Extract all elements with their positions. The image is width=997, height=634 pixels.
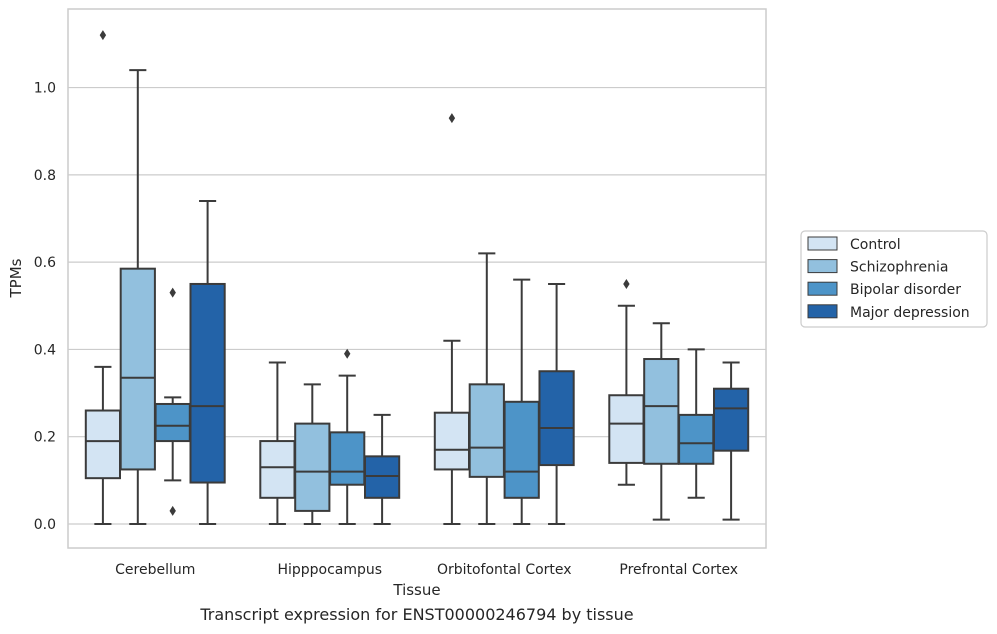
- box-iqr: [643, 358, 680, 465]
- outlier-point: [99, 30, 107, 41]
- legend-swatch: [807, 281, 838, 296]
- chart-caption: Transcript expression for ENST0000024679…: [200, 605, 634, 624]
- x-axis-ticks: Cerebellum Hipppocampus Orbitofontal Corte…: [115, 562, 738, 578]
- box-iqr: [154, 402, 191, 443]
- outlier-point: [448, 113, 456, 124]
- legend-label: Bipolar disorder: [850, 282, 961, 298]
- box-iqr: [712, 387, 750, 452]
- box-3-3: [712, 361, 750, 521]
- legend-swatch: [807, 259, 838, 274]
- x-tick-label: Hipppocampus: [277, 562, 382, 578]
- legend-frame: [800, 230, 988, 328]
- y-axis-label: TPMs: [7, 258, 25, 298]
- y-tick-label: 1.0: [34, 81, 56, 97]
- box-2-3: [538, 282, 575, 525]
- y-tick-label: 0.0: [34, 517, 56, 533]
- box-iqr: [294, 422, 331, 512]
- box-0-3: [189, 200, 226, 525]
- box-1-3: [363, 413, 401, 525]
- box-0-1: [119, 69, 156, 525]
- y-tick-label: 0.2: [34, 430, 56, 446]
- box-iqr: [468, 383, 505, 478]
- box-iqr: [433, 411, 471, 471]
- legend-label: Schizophrenia: [850, 260, 948, 276]
- box-iqr: [363, 455, 401, 499]
- box-1-2: [329, 348, 366, 525]
- legend-label: Major depression: [850, 305, 970, 321]
- y-tick-label: 0.6: [34, 255, 56, 271]
- box-iqr: [259, 440, 296, 499]
- box-1-0: [259, 361, 296, 525]
- box-3-0: [608, 278, 645, 486]
- outlier-point: [623, 278, 630, 289]
- y-axis-ticks: 0.0 0.2 0.4 0.6 0.8 1.0: [34, 81, 56, 533]
- box-3-2: [678, 348, 715, 499]
- plot-border: [67, 8, 767, 549]
- outlier-point: [169, 505, 176, 516]
- box-iqr: [84, 409, 122, 480]
- outlier-point: [169, 287, 176, 298]
- box-0-2: [154, 287, 191, 516]
- x-tick-label: Orbitofontal Cortex: [437, 562, 572, 578]
- box-1-1: [294, 383, 331, 525]
- y-tick-label: 0.8: [34, 168, 56, 184]
- legend-swatch: [807, 304, 838, 319]
- outlier-point: [344, 348, 351, 359]
- box-3-1: [643, 322, 680, 521]
- box-0-0: [84, 30, 122, 525]
- x-tick-label: Cerebellum: [115, 562, 195, 578]
- x-axis-label: Tissue: [392, 581, 440, 599]
- box-2-0: [433, 113, 471, 525]
- box-plots: [84, 30, 750, 525]
- box-2-2: [503, 278, 540, 525]
- box-iqr: [189, 282, 226, 484]
- box-iqr: [678, 413, 715, 465]
- box-iqr: [538, 370, 575, 467]
- y-tick-label: 0.4: [34, 342, 56, 358]
- box-iqr: [503, 400, 540, 499]
- legend-label: Control: [850, 237, 901, 253]
- box-iqr: [119, 267, 156, 471]
- box-2-1: [468, 252, 505, 525]
- legend: Control Schizophrenia Bipolar disorder Majo…: [800, 230, 988, 328]
- box-iqr: [329, 431, 366, 486]
- box-iqr: [608, 394, 645, 464]
- x-tick-label: Prefrontal Cortex: [619, 562, 738, 578]
- plot-frame: [67, 8, 767, 549]
- legend-swatch: [807, 236, 838, 251]
